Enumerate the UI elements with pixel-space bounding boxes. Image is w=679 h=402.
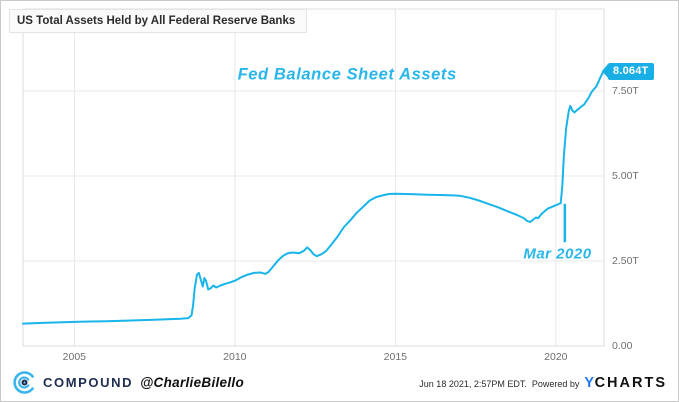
plot-border (22, 8, 605, 347)
x-axis-tick-label: 2010 (223, 351, 247, 363)
footer-brand-group: COMPOUND @CharlieBilello (13, 371, 244, 394)
chart-timestamp: Jun 18 2021, 2:57PM EDT. (419, 379, 527, 389)
ycharts-logo-charts: CHARTS (594, 375, 667, 391)
last-value-tag: 8.064T (608, 62, 655, 80)
x-axis-tick-label: 2005 (62, 351, 87, 363)
x-axis-tick-label: 2015 (383, 351, 408, 363)
y-axis-tick-label: 0.00 (612, 340, 633, 352)
footer-bar: COMPOUND @CharlieBilello Jun 18 2021, 2:… (1, 363, 678, 401)
ycharts-logo-y: Y (584, 375, 595, 391)
line-chart-canvas (22, 8, 605, 347)
y-axis-tick-label: 7.50T (612, 84, 639, 97)
mar-2020-annotation-label: Mar 2020 (523, 245, 592, 263)
compound-brand-text: COMPOUND (43, 375, 134, 390)
footer-attribution-group: Jun 18 2021, 2:57PM EDT. Powered by YCHA… (419, 375, 667, 391)
x-axis-tick-label: 2020 (544, 351, 568, 363)
chart-title: US Total Assets Held by All Federal Rese… (9, 9, 308, 33)
compound-logo-icon (13, 371, 34, 394)
ycharts-logo: YCHARTS (584, 375, 667, 391)
y-axis-tick-label: 2.50T (612, 254, 639, 267)
series-annotation-label: Fed Balance Sheet Assets (237, 65, 457, 84)
fed-assets-line (22, 70, 604, 325)
powered-by-text: Powered by (531, 379, 580, 389)
y-axis-tick-label: 5.00T (612, 169, 639, 182)
twitter-handle: @CharlieBilello (140, 375, 245, 390)
